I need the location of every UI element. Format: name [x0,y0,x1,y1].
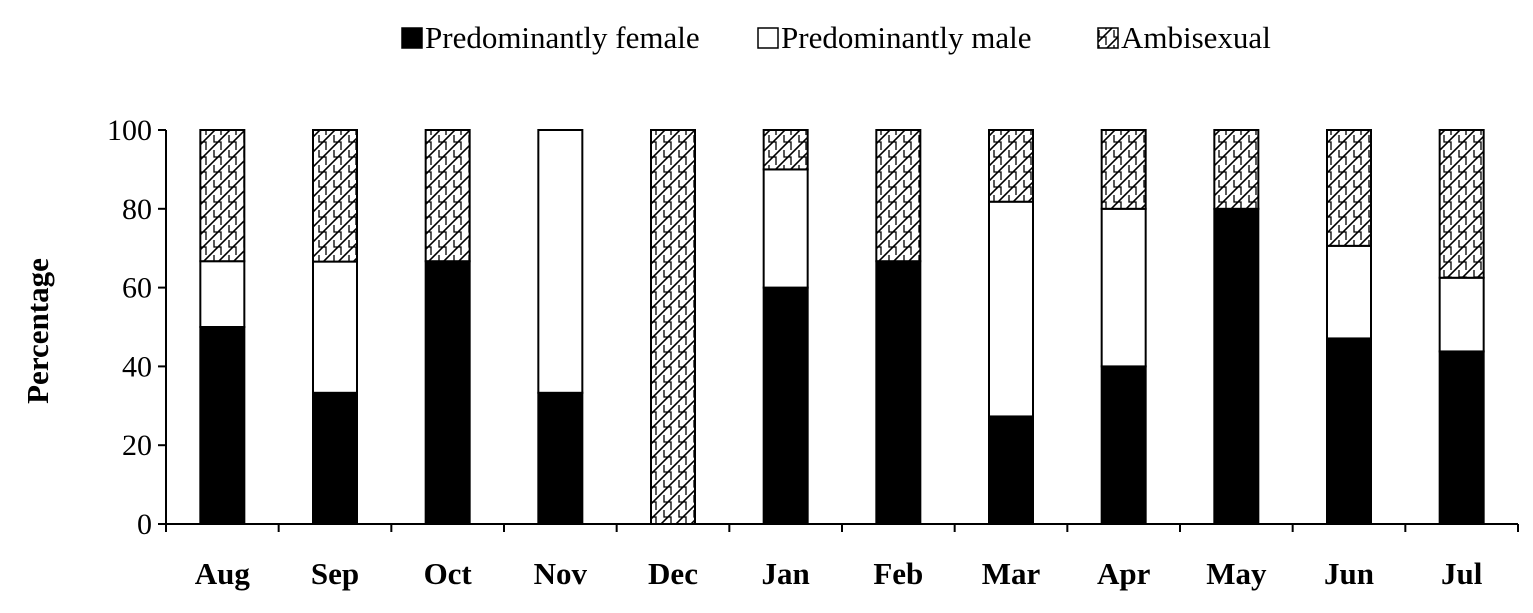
bar-ambisexual-oct [424,129,471,263]
bar-ambisexual-apr [1100,129,1147,210]
x-tick-label-aug: Aug [195,556,251,591]
x-tick-label-feb: Feb [873,556,923,591]
legend-item-female: Predominantly female [401,20,700,55]
x-tick-label-dec: Dec [648,556,698,591]
bar-male-aug [199,260,246,328]
bar-ambisexual-dec [650,129,696,525]
bar-female-apr [1100,365,1147,525]
x-tick-label-sep: Sep [311,556,359,591]
bars [199,129,1485,526]
bar-female-may [1213,207,1260,526]
legend-item-ambisexual: Ambisexual [1097,20,1271,55]
legend-item-male: Predominantly male [757,20,1032,55]
bar-female-jan [762,286,809,525]
legend-swatch-ambisexual [1097,27,1119,49]
x-tick-label-jul: Jul [1441,556,1483,591]
x-tick-label-oct: Oct [424,556,473,591]
y-tick-label: 20 [122,429,152,462]
bar-male-jul [1438,276,1485,353]
bar-female-aug [199,326,246,525]
bar-female-jun [1326,337,1372,525]
x-tick-label-mar: Mar [982,556,1041,591]
x-tick-label-nov: Nov [534,556,588,591]
bar-female-oct [424,260,471,525]
legend-label-ambisexual: Ambisexual [1121,20,1271,55]
bar-male-apr [1100,207,1147,368]
legend-label-male: Predominantly male [781,20,1032,55]
y-ticks: 0 20 40 60 80 100 [107,114,1519,541]
bar-ambisexual-jun [1326,129,1372,247]
legend-swatch-male [757,27,779,49]
x-tick-label-jan: Jan [762,556,810,591]
bar-ambisexual-may [1213,129,1260,210]
x-tick-label-may: May [1206,556,1267,591]
bar-male-jun [1326,244,1372,340]
bar-female-feb [875,260,922,525]
bar-ambisexual-feb [875,129,922,263]
x-tick-labels: Aug Sep Oct Nov Dec Jan Feb Mar Apr May Jun Jul [195,556,1483,591]
bar-female-sep [312,391,358,525]
y-tick-label: 40 [122,350,152,383]
x-tick-label-apr: Apr [1097,556,1151,591]
bar-female-jul [1438,350,1485,526]
y-tick-label: 80 [122,193,152,226]
bar-male-jan [762,168,809,289]
legend-label-female: Predominantly female [425,20,700,55]
legend-swatch-female [401,27,423,49]
x-tick-label-jun: Jun [1324,556,1374,591]
y-tick-label: 0 [137,508,152,541]
y-tick-label: 60 [122,272,152,305]
bar-ambisexual-mar [988,129,1034,203]
bar-ambisexual-jan [762,129,809,171]
bar-male-mar [988,200,1034,418]
legend: Predominantly female Predominantly male … [401,20,1271,55]
bar-male-nov [537,129,584,394]
y-tick-label: 100 [107,114,152,147]
bar-female-mar [988,415,1034,525]
bar-ambisexual-aug [199,129,246,263]
bar-female-nov [537,391,584,525]
bar-ambisexual-jul [1438,129,1485,279]
bar-ambisexual-sep [312,129,358,263]
bar-male-sep [312,260,358,394]
y-axis-label: Percentage [20,258,55,404]
